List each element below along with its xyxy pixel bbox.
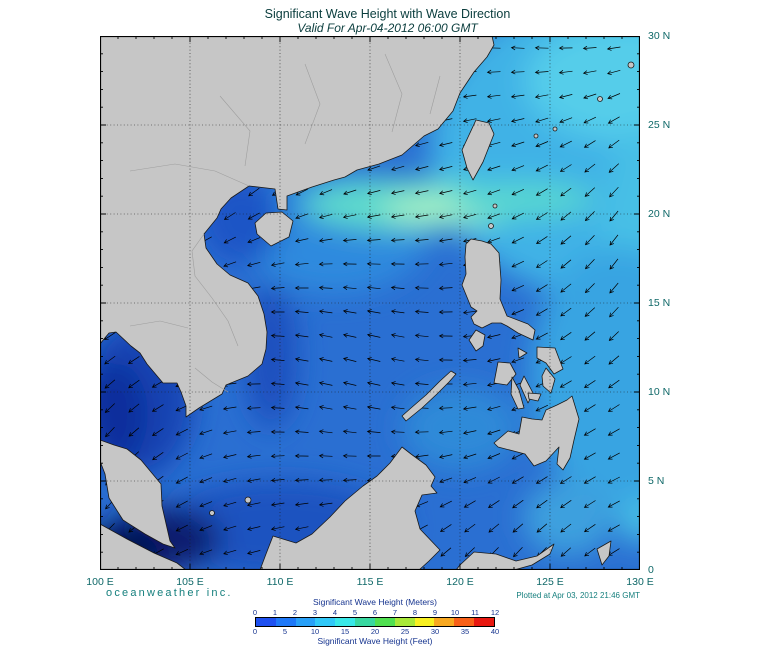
island-batanes xyxy=(492,203,498,209)
lat-label: 5 N xyxy=(648,475,665,487)
lat-label: 30 N xyxy=(648,30,671,42)
feet-tick: 25 xyxy=(400,627,410,636)
feet-tick: 15 xyxy=(340,627,350,636)
colorbar-segment xyxy=(275,618,296,626)
lat-label: 10 N xyxy=(648,386,671,398)
land-sumatra xyxy=(100,523,187,570)
island-ishigaki xyxy=(533,133,539,139)
land-taiwan xyxy=(461,119,495,181)
land-samar xyxy=(536,346,564,375)
oceanweather-brand: oceanweather inc. xyxy=(106,587,233,599)
plot-frame xyxy=(100,36,640,570)
land-leyte xyxy=(541,367,556,394)
land-luzon xyxy=(461,238,536,341)
map-plot xyxy=(100,36,640,570)
lon-label: 120 E xyxy=(446,576,474,588)
plotted-timestamp: Plotted at Apr 03, 2012 21:46 GMT xyxy=(516,591,640,600)
map-plot-area xyxy=(100,36,640,570)
legend-feet-ticks: 0 5 10 15 20 25 30 35 40 xyxy=(252,627,499,636)
island-babuyan xyxy=(488,223,494,229)
lat-label: 15 N xyxy=(648,297,671,309)
axis-ticks xyxy=(100,36,640,570)
colorbar-segment xyxy=(474,618,494,626)
meters-tick: 9 xyxy=(432,608,438,617)
feet-tick: 20 xyxy=(370,627,380,636)
lat-label: 20 N xyxy=(648,208,671,220)
legend-feet-title: Significant Wave Height (Feet) xyxy=(317,636,433,646)
colorbar-segment xyxy=(454,618,475,626)
meters-tick: 11 xyxy=(471,608,479,617)
graticule-gridlines xyxy=(100,36,640,570)
island-miyako xyxy=(552,126,558,132)
island-amami xyxy=(627,61,635,69)
colorbar-segment xyxy=(355,618,375,626)
colorbar-segment xyxy=(315,618,336,626)
colorbar-segment xyxy=(335,618,356,626)
land-mindanao xyxy=(493,395,580,471)
colorbar-segment xyxy=(414,618,435,626)
land-borneo xyxy=(259,446,441,570)
lon-label: 110 E xyxy=(266,576,294,588)
land-mindoro xyxy=(468,329,486,352)
land-mainland-asia xyxy=(100,36,495,418)
lon-label: 125 E xyxy=(536,576,564,588)
meters-tick: 4 xyxy=(332,608,338,617)
lon-label: 130 E xyxy=(626,576,654,588)
meters-tick: 10 xyxy=(450,608,460,617)
legend-colorbar xyxy=(255,617,495,627)
land-hainan xyxy=(254,211,294,247)
page-title: Significant Wave Height with Wave Direct… xyxy=(264,7,511,21)
meters-tick: 5 xyxy=(352,608,358,617)
feet-tick: 30 xyxy=(430,627,440,636)
country-borders xyxy=(129,53,441,393)
feet-tick: 35 xyxy=(460,627,470,636)
meters-tick: 8 xyxy=(412,608,418,617)
feet-tick: 10 xyxy=(310,627,320,636)
meters-tick: 2 xyxy=(292,608,298,617)
valid-time-subtitle: Valid For Apr-04-2012 06:00 GMT xyxy=(297,21,478,35)
land-palawan xyxy=(401,370,457,422)
colorbar-segment xyxy=(374,618,395,626)
lon-label: 105 E xyxy=(176,576,204,588)
meters-tick: 12 xyxy=(490,608,500,617)
island-anambas xyxy=(209,510,215,516)
landmasses xyxy=(100,36,635,570)
lon-label: 115 E xyxy=(356,576,384,588)
land-malay-peninsula xyxy=(100,439,176,549)
land-bohol xyxy=(527,392,542,402)
meters-tick: 0 xyxy=(252,608,258,617)
feet-tick: 0 xyxy=(252,627,258,636)
land-sulawesi xyxy=(455,543,555,570)
island-natuna xyxy=(244,496,252,504)
latitude-axis: 30 N 25 N 20 N 15 N 10 N 5 N 0 xyxy=(648,30,698,576)
colorbar-segment xyxy=(434,618,455,626)
land-negros xyxy=(510,376,525,410)
meters-tick: 1 xyxy=(272,608,278,617)
longitude-axis: 100 E 105 E 110 E 115 E 120 E 125 E 130 E xyxy=(86,576,653,590)
legend-meters-ticks: 0 1 2 3 4 5 6 7 8 9 10 11 12 xyxy=(252,608,499,617)
feet-tick: 40 xyxy=(490,627,500,636)
land-halmahera xyxy=(596,540,612,566)
colorbar-segment xyxy=(256,618,276,626)
colorbar-segment xyxy=(394,618,415,626)
meters-tick: 6 xyxy=(372,608,378,617)
lat-label: 0 xyxy=(648,564,654,576)
land-masbate xyxy=(517,347,528,359)
island-okinawa xyxy=(597,96,603,102)
lat-label: 25 N xyxy=(648,119,671,131)
meters-tick: 3 xyxy=(312,608,318,617)
lon-label: 100 E xyxy=(86,576,114,588)
feet-tick: 5 xyxy=(282,627,288,636)
legend-meters-title: Significant Wave Height (Meters) xyxy=(313,597,437,607)
meters-tick: 7 xyxy=(392,608,398,617)
colorbar-segment xyxy=(295,618,316,626)
